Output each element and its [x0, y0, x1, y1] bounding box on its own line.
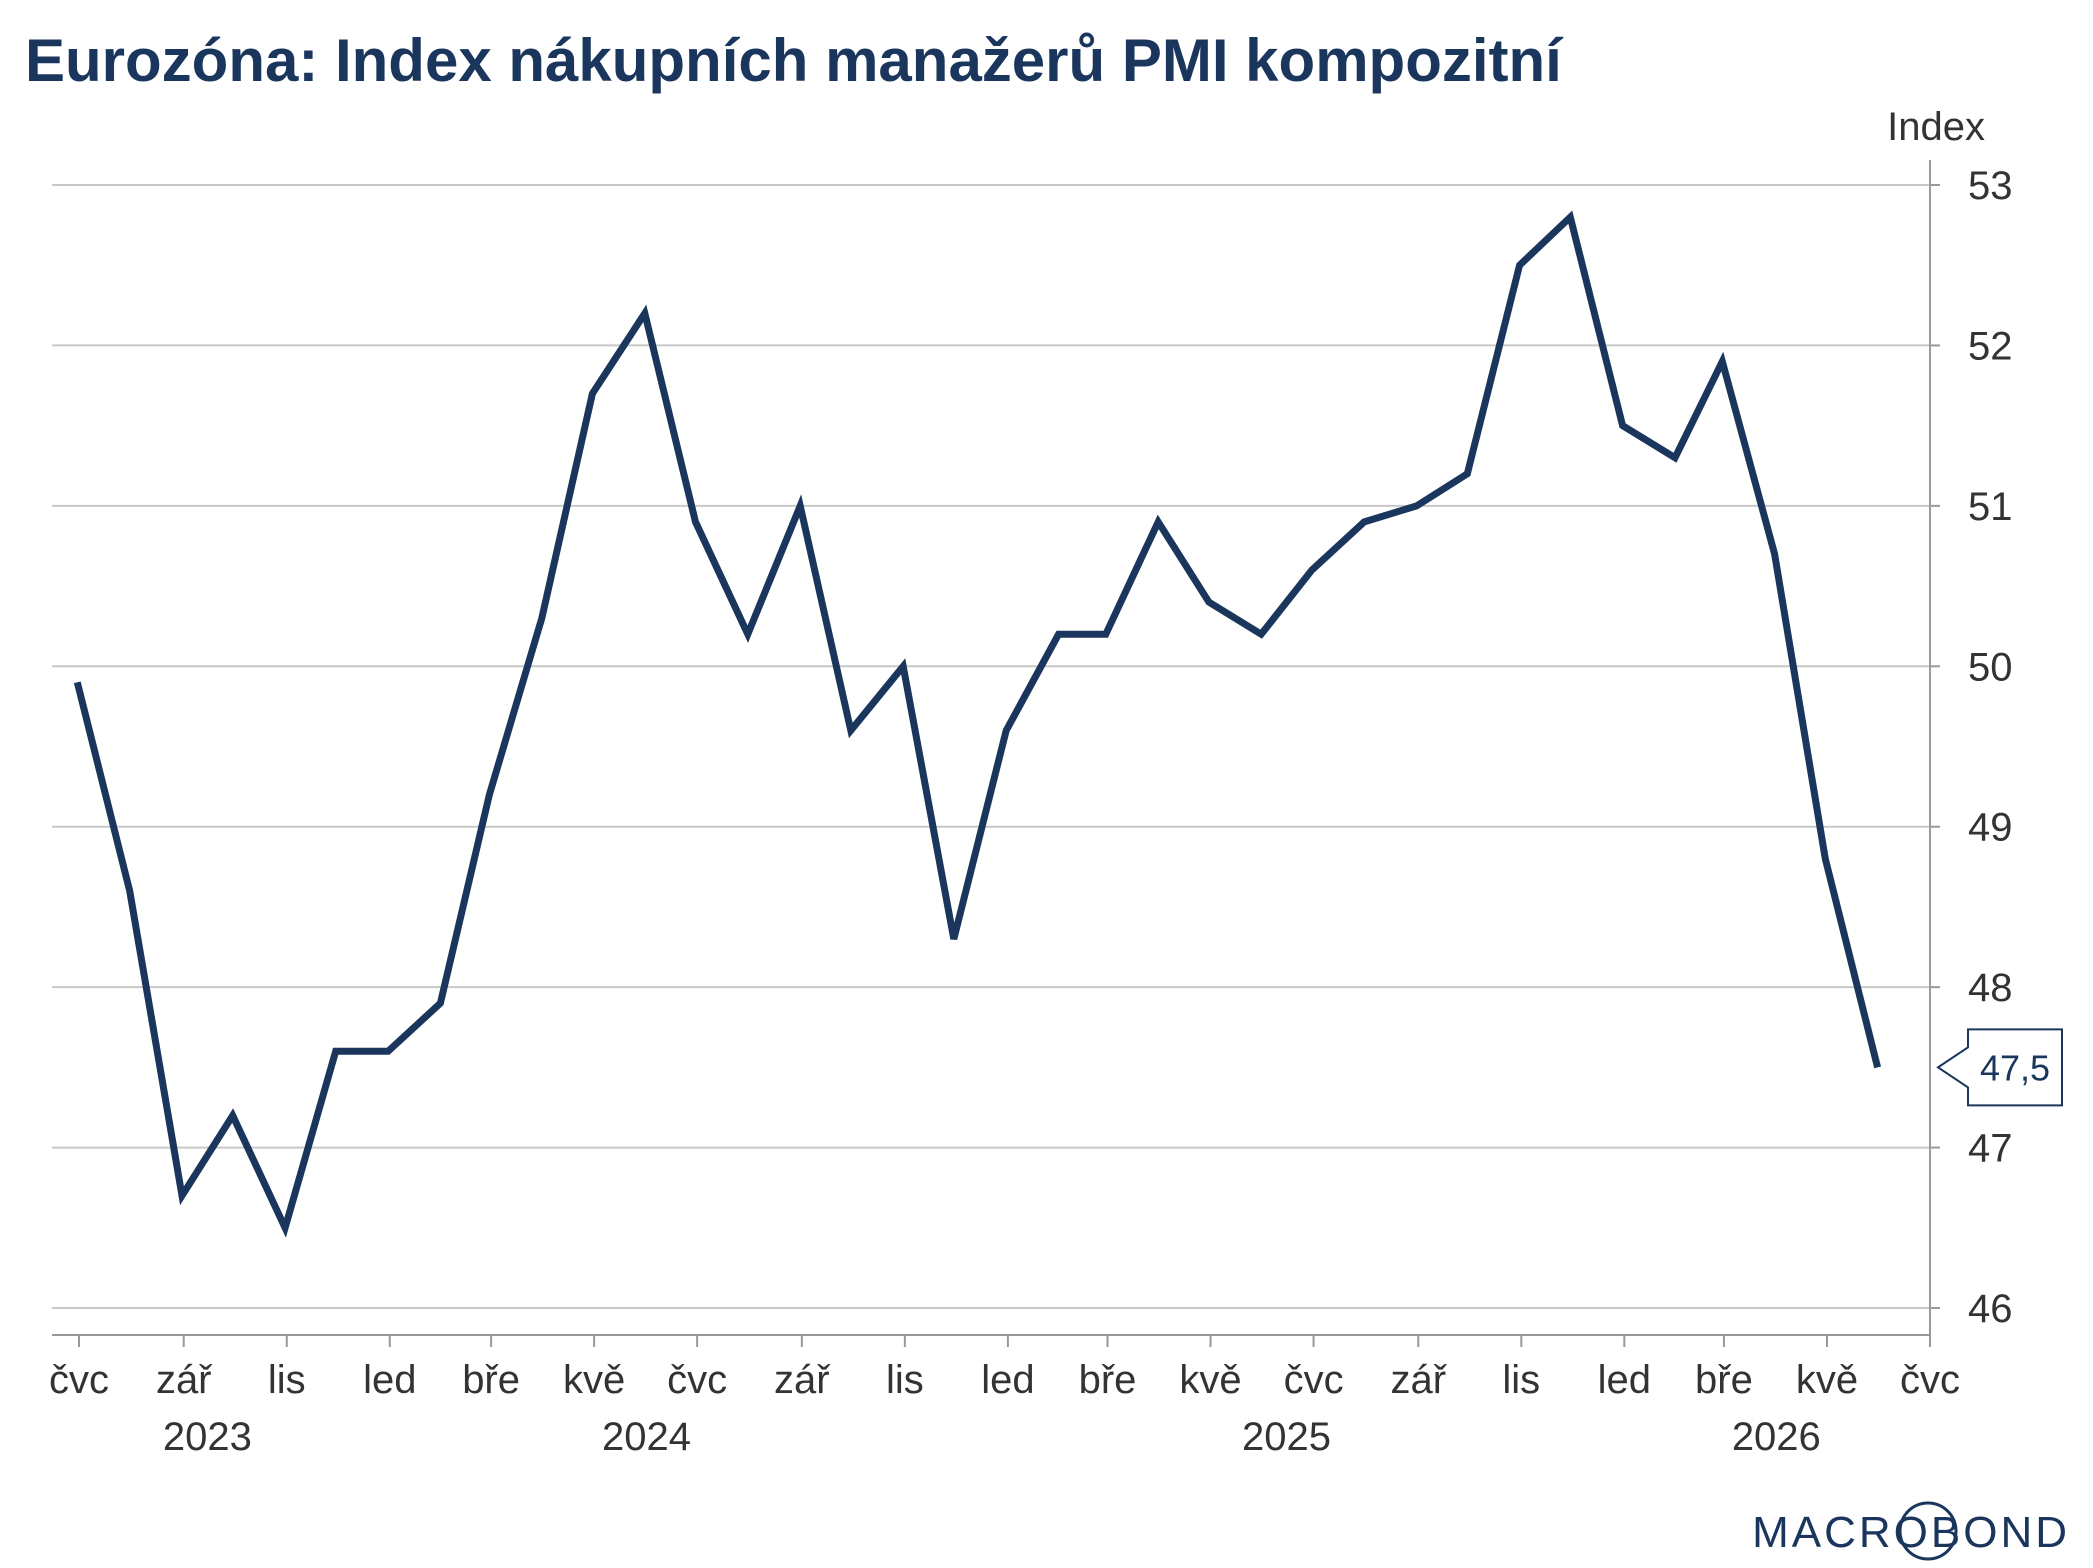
data-point [437, 1000, 443, 1006]
x-tick-label: čvc [667, 1358, 727, 1402]
data-point [127, 888, 133, 894]
data-point [1772, 551, 1778, 557]
data-point [1361, 519, 1367, 525]
y-tick-label: 47 [1968, 1127, 2013, 1171]
y-tick-label: 49 [1968, 806, 2013, 850]
x-tick-label: čvc [49, 1358, 109, 1402]
data-point [797, 503, 803, 509]
data-point [589, 391, 595, 397]
x-tick-label: kvě [563, 1358, 625, 1402]
x-tick-label: led [981, 1358, 1034, 1402]
axes [52, 160, 1940, 1347]
x-tick-label: led [363, 1358, 416, 1402]
data-point [1258, 631, 1264, 637]
data-point [179, 1193, 185, 1199]
data-point [1309, 567, 1315, 573]
data-point [1620, 423, 1626, 429]
data-point [1103, 631, 1109, 637]
x-tick-label: zář [1390, 1358, 1447, 1402]
data-point [385, 1048, 391, 1054]
pmi-series-line [73, 210, 1881, 1238]
series-layer [73, 210, 1881, 1238]
chart-title: Eurozóna: Index nákupních manažerů PMI k… [25, 27, 1562, 94]
data-point [1414, 503, 1420, 509]
data-point [282, 1225, 288, 1231]
y-tick-label: 52 [1968, 324, 2013, 368]
data-point [1875, 1064, 1881, 1070]
data-point [74, 679, 80, 685]
data-point [1517, 262, 1523, 268]
data-point [1056, 631, 1062, 637]
data-point [1822, 856, 1828, 862]
data-point [539, 615, 545, 621]
data-point [692, 519, 698, 525]
data-point [1206, 599, 1212, 605]
y-tick-label: 53 [1968, 164, 2013, 208]
x-tick-label: kvě [1796, 1358, 1858, 1402]
data-point [1155, 519, 1161, 525]
data-point [333, 1048, 339, 1054]
logo-ring [1898, 1501, 1958, 1561]
data-point [486, 792, 492, 798]
x-year-label: 2026 [1732, 1415, 1821, 1459]
x-tick-label: lis [886, 1358, 924, 1402]
y-axis-unit-label: Index [1887, 105, 1985, 149]
x-tick-label: zář [156, 1358, 213, 1402]
x-tick-label: bře [1079, 1358, 1137, 1402]
last-value-callout [1936, 1028, 2063, 1107]
data-point [745, 631, 751, 637]
data-point [900, 663, 906, 669]
x-year-label: 2023 [163, 1415, 252, 1459]
x-tick-label: kvě [1179, 1358, 1241, 1402]
data-point [230, 1112, 236, 1118]
x-tick-label: bře [1695, 1358, 1753, 1402]
data-point [1464, 471, 1470, 477]
data-point [1672, 455, 1678, 461]
data-point [1567, 214, 1573, 220]
x-tick-label: lis [268, 1358, 306, 1402]
x-tick-label: bře [462, 1358, 520, 1402]
y-tick-label: 51 [1968, 485, 2013, 529]
data-point [1003, 727, 1009, 733]
macrobond-logo: MACROBOND [1752, 1501, 2070, 1561]
gridlines [52, 184, 1930, 1309]
data-point [642, 310, 648, 316]
y-tick-label: 46 [1968, 1287, 2013, 1331]
last-value-label: 47,5 [1980, 1047, 2050, 1088]
x-year-label: 2025 [1242, 1415, 1331, 1459]
x-tick-label: čvc [1900, 1358, 1960, 1402]
x-tick-label: led [1598, 1358, 1651, 1402]
x-tick-label: lis [1502, 1358, 1540, 1402]
data-point [951, 936, 957, 942]
x-tick-label: zář [774, 1358, 831, 1402]
x-year-label: 2024 [602, 1415, 691, 1459]
y-tick-label: 50 [1968, 645, 2013, 689]
y-tick-label: 48 [1968, 966, 2013, 1010]
x-tick-label: čvc [1284, 1358, 1344, 1402]
data-point [848, 727, 854, 733]
data-point [1719, 358, 1725, 364]
logo-text: MACROBOND [1752, 1508, 2070, 1557]
